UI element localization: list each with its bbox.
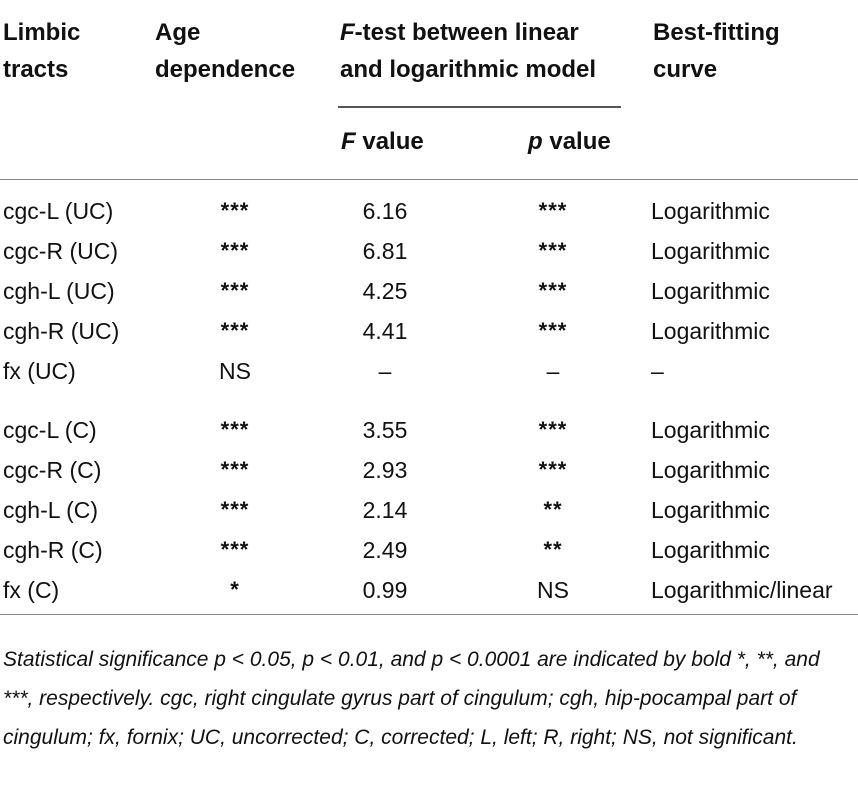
cell-tract: fx (C): [3, 576, 60, 603]
cell-best-fitting-curve: Logarithmic: [651, 317, 770, 344]
cell-tract: cgc-L (UC): [3, 197, 114, 224]
header-f-value-rest: value: [355, 128, 424, 155]
cell-f-value: 4.41: [362, 317, 408, 344]
header-f-test-line1: F-test between linear: [340, 14, 596, 51]
table-row: fx (UC) NS – – –: [0, 351, 858, 391]
cell-tract: cgh-R (UC): [3, 317, 120, 344]
cell-best-fitting-curve: Logarithmic/linear: [651, 576, 833, 603]
cell-p-value: ***: [538, 417, 568, 442]
cell-best-fitting-curve: –: [651, 357, 664, 384]
cell-p-value: **: [543, 537, 563, 562]
table-row: cgh-R (UC) *** 4.41 *** Logarithmic: [0, 311, 858, 351]
header-f-test-italic-f: F: [340, 19, 355, 46]
header-curve-line1: Best-fitting: [653, 19, 780, 46]
cell-best-fitting-curve: Logarithmic: [651, 197, 770, 224]
header-f-value: F value: [341, 123, 424, 160]
cell-tract: cgh-L (C): [3, 496, 98, 523]
cell-tract: cgh-R (C): [3, 536, 103, 563]
cell-best-fitting-curve: Logarithmic: [651, 536, 770, 563]
cell-f-value: 6.16: [362, 197, 408, 224]
table-row: cgc-L (C) *** 3.55 *** Logarithmic: [0, 410, 858, 450]
header-age-line2: dependence: [155, 56, 296, 83]
table-row: cgc-L (UC) *** 6.16 *** Logarithmic: [0, 191, 858, 231]
cell-age-dependence: ***: [220, 457, 250, 482]
group-spacer: [0, 391, 858, 410]
cell-tract: cgc-R (UC): [3, 237, 118, 264]
cell-p-value: ***: [538, 238, 568, 263]
cell-age-dependence: ***: [220, 278, 250, 303]
cell-tract: cgc-L (C): [3, 416, 97, 443]
header-limbic-tracts: Limbic tracts: [3, 14, 80, 88]
group-spacer-cell: [0, 391, 858, 410]
cell-age-dependence: ***: [220, 537, 250, 562]
cell-age-dependence: *: [230, 577, 240, 602]
header-bottom-rule: [0, 179, 858, 180]
cell-age-dependence: ***: [220, 318, 250, 343]
cell-f-value: 2.14: [362, 496, 408, 523]
table-footnote: Statistical significance p < 0.05, p < 0…: [3, 648, 820, 749]
header-f-test: F-test between linear and logarithmic mo…: [340, 14, 596, 88]
cell-p-value: **: [543, 497, 563, 522]
cell-f-value: 3.55: [362, 416, 408, 443]
cell-p-value: ***: [538, 457, 568, 482]
header-age-line1: Age: [155, 19, 201, 46]
cell-best-fitting-curve: Logarithmic: [651, 496, 770, 523]
cell-age-dependence: ***: [220, 238, 250, 263]
header-p-value: p value: [528, 123, 611, 160]
header-f-value-italic: F: [341, 128, 356, 155]
cell-best-fitting-curve: Logarithmic: [651, 237, 770, 264]
table-bottom-rule: [0, 614, 858, 615]
f-test-subheader-rule: [338, 106, 621, 108]
cell-f-value: 6.81: [362, 237, 408, 264]
header-f-test-line1-rest: -test between linear: [354, 19, 579, 46]
header-p-value-italic: p: [528, 128, 543, 155]
table-row: cgh-L (C) *** 2.14 ** Logarithmic: [0, 490, 858, 530]
cell-age-dependence: NS: [219, 357, 251, 384]
cell-f-value: 2.93: [362, 456, 408, 483]
cell-p-value: ***: [538, 278, 568, 303]
cell-best-fitting-curve: Logarithmic: [651, 456, 770, 483]
cell-f-value: 0.99: [362, 576, 408, 603]
cell-f-value: 4.25: [362, 277, 408, 304]
table-row: cgh-R (C) *** 2.49 ** Logarithmic: [0, 530, 858, 570]
header-limbic-tracts-line2: tracts: [3, 56, 69, 83]
data-table: cgc-L (UC) *** 6.16 *** Logarithmic cgc-…: [0, 191, 858, 610]
table-row: fx (C) * 0.99 NS Logarithmic/linear: [0, 570, 858, 610]
cell-age-dependence: ***: [220, 417, 250, 442]
header-best-fitting-curve: Best-fitting curve: [653, 14, 780, 88]
cell-p-value: NS: [537, 576, 569, 603]
table-row: cgc-R (C) *** 2.93 *** Logarithmic: [0, 450, 858, 490]
header-p-value-rest: value: [542, 128, 611, 155]
cell-best-fitting-curve: Logarithmic: [651, 277, 770, 304]
cell-p-value: –: [546, 357, 560, 384]
header-age-dependence: Age dependence: [155, 14, 295, 88]
header-f-test-line2: and logarithmic model: [340, 56, 597, 83]
cell-tract: cgc-R (C): [3, 456, 102, 483]
cell-p-value: ***: [538, 318, 568, 343]
cell-tract: fx (UC): [3, 357, 76, 384]
cell-p-value: ***: [538, 198, 568, 223]
cell-best-fitting-curve: Logarithmic: [651, 416, 770, 443]
header-curve-line2: curve: [653, 56, 718, 83]
cell-age-dependence: ***: [220, 497, 250, 522]
cell-tract: cgh-L (UC): [3, 277, 115, 304]
table-row: cgh-L (UC) *** 4.25 *** Logarithmic: [0, 271, 858, 311]
cell-age-dependence: ***: [220, 198, 250, 223]
table-row: cgc-R (UC) *** 6.81 *** Logarithmic: [0, 231, 858, 271]
header-limbic-tracts-line1: Limbic: [3, 19, 81, 46]
cell-f-value: –: [378, 357, 392, 384]
cell-f-value: 2.49: [362, 536, 408, 563]
